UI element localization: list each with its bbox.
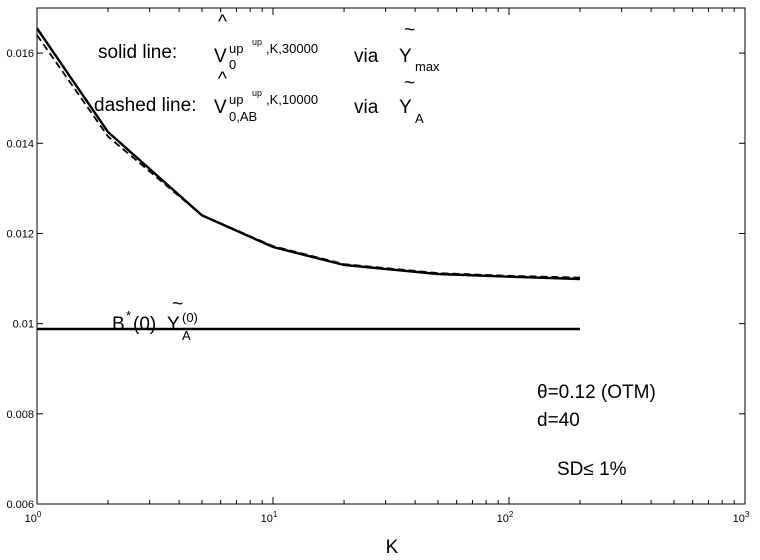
y-tick-label: 0.014 [6,138,34,150]
legend-solid-Y-sub: max [415,59,440,74]
x-axis-title: K [386,537,399,558]
baseline-label-sup: (0) [182,310,198,325]
legend-dashed-prefix: dashed line: [94,95,196,116]
legend-dashed-sup-up2: up [252,88,262,98]
d-annotation: d=40 [537,410,580,431]
baseline-label-star: * [126,308,131,323]
baseline-label-Y: Y [167,314,180,335]
legend-solid-tilde: ~ [404,20,415,41]
legend-dashed-sup-up: up [229,92,243,107]
legend-solid-via: via [354,46,379,67]
legend-dashed-tilde: ~ [404,73,415,94]
legend-solid-hat: ^ [218,12,227,33]
legend-solid-prefix: solid line: [98,42,177,63]
sd-annotation: SD≤ 1% [557,459,627,480]
baseline-label-zero: (0) [133,314,156,335]
legend-solid-Y: Y [399,46,412,67]
legend-dashed-via: via [354,97,379,118]
legend-solid: solid line: ^ V 0 up up ,K,30000 via ~ Y… [98,12,440,74]
legend-dashed-Y-sub: A [415,111,424,126]
legend-dashed-sub: 0,AB [229,109,257,124]
axis-ticks: 0.006 0.008 0.01 0.012 0.014 0.016 100 101 102 10… [6,8,750,525]
legend-solid-sup-up: up [229,41,243,56]
x-tick-label: 103 [733,510,750,525]
baseline-label-B: B [112,314,125,335]
y-tick-label: 0.012 [6,228,34,240]
baseline-label: B * (0) ~ Y (0) A [112,294,198,343]
legend-solid-sup-up2: up [252,37,262,47]
x-tick-label: 101 [261,510,278,525]
legend-dashed-hat: ^ [218,69,227,90]
series-line-dashed-1 [36,34,581,279]
series-line-solid-0 [36,27,581,281]
plot-frame [36,7,746,505]
baseline-label-tilde: ~ [172,294,183,315]
legend-solid-sup-rest: ,K,30000 [266,41,318,56]
baseline-label-sub: A [182,328,191,343]
y-tick-label: 0.006 [6,499,34,511]
x-tick-label: 100 [25,510,42,525]
legend-solid-sub: 0 [229,57,236,72]
theta-annotation: θ=0.12 (OTM) [537,382,656,403]
legend-solid-V: V [214,46,227,67]
y-tick-label: 0.016 [6,48,34,60]
legend-dashed-sup-rest: ,K,10000 [266,92,318,107]
series-layer [36,27,581,331]
y-tick-label: 0.01 [13,319,34,331]
x-tick-label: 102 [497,510,514,525]
y-tick-label: 0.008 [6,409,34,421]
legend-dashed-Y: Y [399,97,412,118]
legend-dashed: dashed line: ^ V 0,AB up up ,K,10000 via… [94,69,424,126]
legend-dashed-V: V [214,97,227,118]
